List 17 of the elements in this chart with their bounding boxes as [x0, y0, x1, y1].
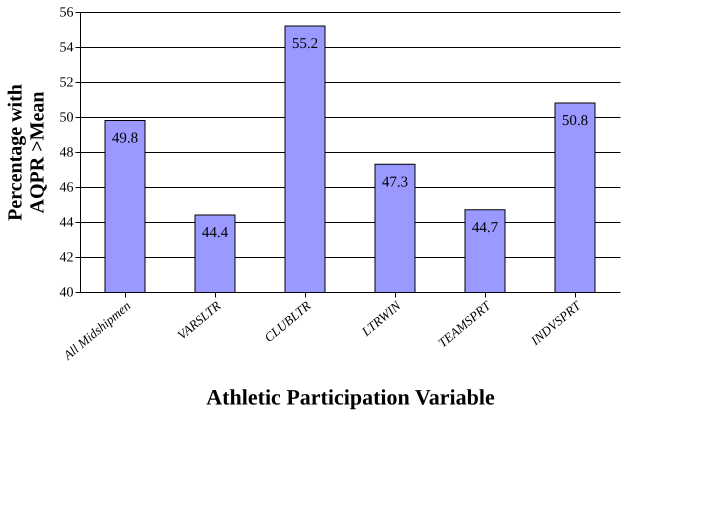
y-tick-label: 56: [60, 6, 74, 20]
data-label: 47.3: [382, 174, 408, 190]
y-tick-label: 48: [60, 146, 74, 160]
y-tick-label: 44: [60, 216, 74, 230]
data-label: 49.8: [112, 130, 138, 146]
data-label: 55.2: [292, 36, 318, 52]
y-tick-label: 46: [60, 180, 74, 196]
y-tick-label: 42: [60, 250, 74, 266]
x-axis-title: Athletic Participation Variable: [206, 384, 495, 410]
y-axis-title: Percentage with AQPR >Mean: [4, 84, 48, 221]
data-label: 44.4: [202, 225, 229, 241]
data-label: 50.8: [562, 113, 588, 129]
data-label: 44.7: [472, 220, 499, 236]
y-tick-label: 40: [60, 286, 74, 300]
y-tick-label: 50: [60, 110, 74, 126]
y-tick-label: 54: [60, 40, 74, 56]
y-tick-label: 52: [60, 76, 74, 90]
